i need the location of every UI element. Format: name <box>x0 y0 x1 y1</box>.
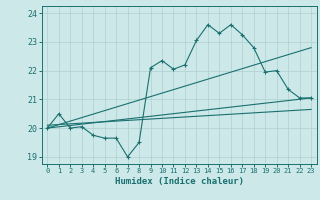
X-axis label: Humidex (Indice chaleur): Humidex (Indice chaleur) <box>115 177 244 186</box>
